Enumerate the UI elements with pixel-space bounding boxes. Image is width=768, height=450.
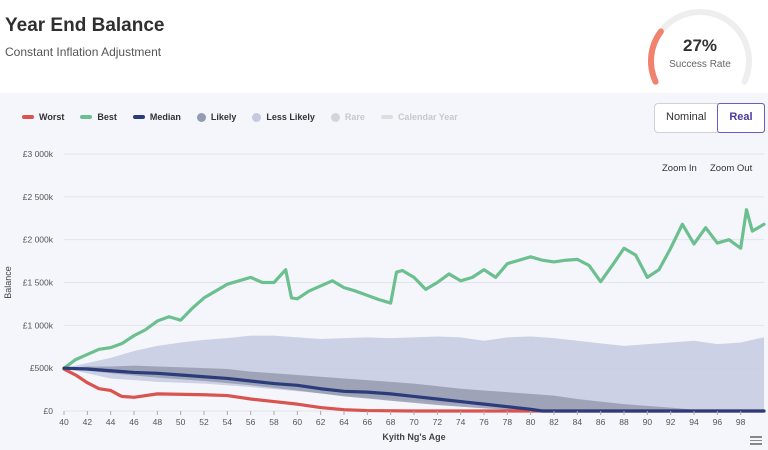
legend-swatch [80, 115, 93, 119]
zoom-out-button[interactable]: Zoom Out [710, 163, 753, 174]
legend-swatch [252, 112, 262, 122]
legend-item-likely[interactable]: Likely [196, 112, 237, 122]
legend-item-less-likely[interactable]: Less Likely [252, 112, 315, 122]
page-subtitle: Constant Inflation Adjustment [5, 45, 162, 59]
gauge-fill [648, 28, 664, 85]
chart-legend: Worst Best Median Likely Less Likely Rare Cale… [22, 112, 474, 122]
legend-label: Rare [344, 112, 365, 122]
success-rate-gauge: 27% Success Rate [638, 6, 762, 86]
legend-swatch [196, 112, 206, 122]
legend-swatch [132, 115, 145, 119]
legend-swatch [22, 115, 34, 119]
legend-item-best[interactable]: Best [80, 112, 117, 122]
legend-label: Median [149, 112, 181, 122]
legend-label: Calendar Year [397, 112, 458, 122]
gauge-arc-svg [648, 9, 752, 85]
legend-item-median[interactable]: Median [132, 112, 181, 122]
header: Year End Balance Constant Inflation Adju… [0, 0, 768, 92]
legend-swatch [380, 115, 393, 119]
hamburger-menu-icon[interactable] [750, 436, 762, 445]
legend-label: Less Likely [266, 112, 315, 122]
zoom-in-button[interactable]: Zoom In [662, 163, 697, 174]
success-rate-label: Success Rate [669, 59, 731, 70]
legend-swatch [330, 112, 340, 122]
legend-item-rare[interactable]: Rare [330, 112, 365, 122]
legend-item-calendar-year[interactable]: Calendar Year [380, 112, 458, 122]
legend-label: Best [97, 112, 117, 122]
real-button[interactable]: Real [717, 103, 765, 133]
legend-item-worst[interactable]: Worst [22, 112, 64, 122]
nominal-button[interactable]: Nominal [666, 111, 707, 123]
legend-label: Likely [210, 112, 237, 122]
legend-label: Worst [39, 112, 65, 122]
chart-panel: Worst Best Median Likely Less Likely Rare Cale… [0, 93, 768, 450]
page-title: Year End Balance [5, 15, 165, 36]
success-rate-value: 27% [682, 36, 718, 55]
nominal-real-toggle: Nominal Real [654, 103, 765, 133]
